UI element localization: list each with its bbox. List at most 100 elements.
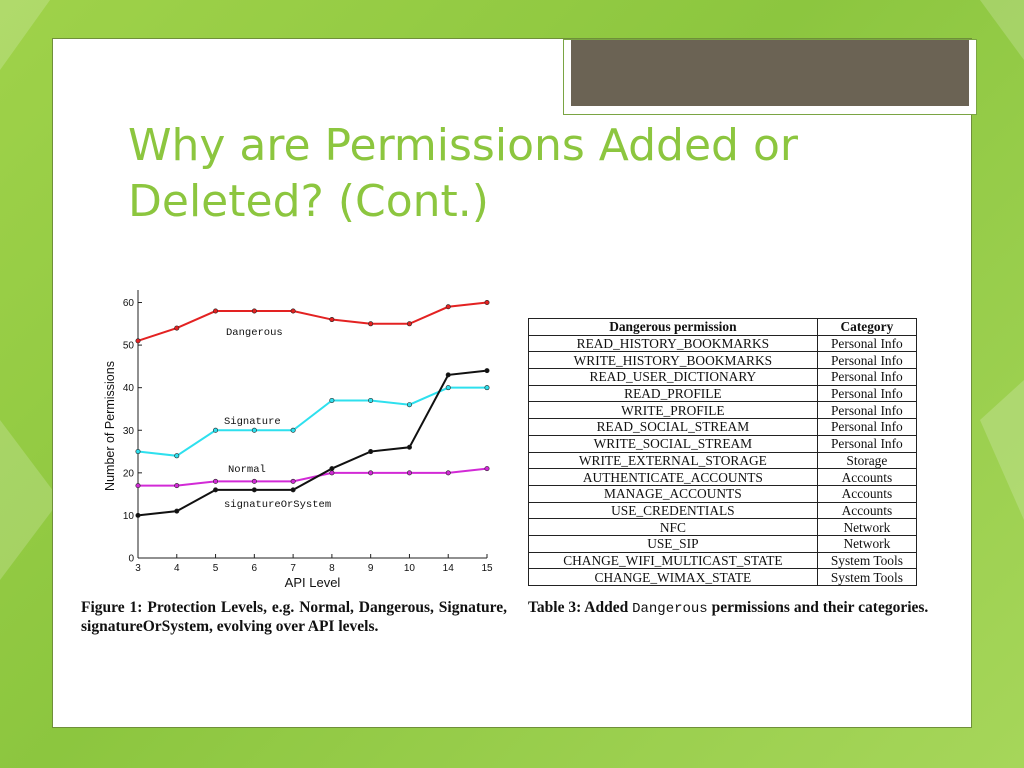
category-cell: System Tools [816,551,918,570]
data-point [290,478,296,484]
permission-cell: NFC [528,518,818,536]
table-caption-suffix: permissions and their categories. [711,599,929,616]
y-tick-label: 40 [123,383,135,394]
data-point [290,487,296,493]
table-header-category: Category [816,318,918,336]
table-row: USE_CREDENTIALS Accounts [528,501,918,520]
data-point [329,470,335,476]
data-point [135,449,141,455]
protection-levels-chart: 0 10 20 30 40 50 60 3 4 5 6 7 8 9 10 14 15 API Level Numbe… [100,290,510,595]
permission-cell: READ_SOCIAL_STREAM [528,418,818,436]
table-header-row: Dangerous permission Category [528,318,918,336]
data-point [213,308,219,314]
table-row: READ_SOCIAL_STREAM Personal Info [528,418,918,436]
x-tick-label: 15 [481,563,493,574]
permission-cell: USE_CREDENTIALS [528,501,818,520]
x-tick-label: 5 [213,563,219,574]
category-cell: Personal Info [816,368,918,386]
table-caption: Table 3: Added Dangerous permissions and… [528,598,956,619]
category-cell: Network [816,518,918,536]
permission-cell: WRITE_SOCIAL_STREAM [528,434,818,453]
table-header-permission: Dangerous permission [528,318,818,336]
table-body: READ_HISTORY_BOOKMARKS Personal Info WRITE… [528,334,918,586]
table-row: MANAGE_ACCOUNTS Accounts [528,484,918,503]
data-point [135,512,141,518]
x-tick-label: 3 [135,563,141,574]
table-row: WRITE_PROFILE Personal Info [528,401,918,420]
category-cell: Accounts [816,501,918,520]
x-tick-label: 9 [368,563,374,574]
series-line-Normal [138,467,488,487]
data-point [406,444,412,450]
data-point [445,304,451,310]
category-cell: Personal Info [816,418,918,436]
chart-svg: 0 10 20 30 40 50 60 3 4 5 6 7 8 9 10 14 15 API Level Numbe… [103,290,493,590]
series-line-Dangerous [137,301,488,342]
y-tick-label: 30 [123,426,135,437]
data-point [251,308,257,314]
table-row: WRITE_SOCIAL_STREAM Personal Info [528,434,918,453]
permission-cell: CHANGE_WIMAX_STATE [528,568,818,586]
data-point [135,338,141,344]
data-point [174,483,180,489]
data-point [251,427,257,433]
data-point [251,487,257,493]
category-cell: System Tools [816,568,918,586]
y-tick-label: 0 [128,554,134,565]
data-point [368,397,374,403]
permission-cell: CHANGE_WIFI_MULTICAST_STATE [528,551,818,570]
category-cell: Accounts [816,468,918,486]
figure-caption: Figure 1: Protection Levels, e.g. Normal… [81,599,507,635]
data-point [174,325,180,331]
x-axis-label: API Level [285,575,341,590]
y-tick-label: 50 [123,341,135,352]
table-row: AUTHENTICATE_ACCOUNTS Accounts [528,468,918,486]
table-row: CHANGE_WIMAX_STATE System Tools [528,568,918,586]
series-label-Normal: Normal [228,464,266,476]
series-label-Signature: Signature [224,416,281,428]
table-caption-mono: Dangerous [632,601,708,617]
category-cell: Personal Info [816,384,918,403]
data-point [445,385,451,391]
data-point [329,317,335,323]
table-row: WRITE_HISTORY_BOOKMARKS Personal Info [528,351,918,370]
table-row: USE_SIP Network [528,534,918,553]
data-point [484,385,490,391]
dangerous-permissions-table: Dangerous permission Category READ_HISTO… [528,318,918,586]
data-point [213,487,219,493]
data-point [213,427,219,433]
x-tick-label: 14 [443,563,455,574]
x-tick-label: 8 [329,563,335,574]
permission-cell: READ_USER_DICTIONARY [528,368,818,386]
x-tick-label: 4 [174,563,180,574]
permission-cell: WRITE_HISTORY_BOOKMARKS [528,351,818,370]
data-point [406,402,412,408]
table-row: NFC Network [528,518,918,536]
series-line-Signature [137,386,487,457]
permission-cell: WRITE_PROFILE [528,401,818,420]
header-tab-fill [571,40,969,106]
permission-cell: MANAGE_ACCOUNTS [528,484,818,503]
category-cell: Accounts [816,484,918,503]
series-line-signatureOrSystem [137,369,488,517]
data-point [290,427,296,433]
series-label-Dangerous: Dangerous [226,327,283,339]
category-cell: Personal Info [816,434,918,453]
permission-cell: READ_PROFILE [528,384,818,403]
slide-title: Why are Permissions Added or Deleted? (C… [128,120,798,227]
permission-cell: AUTHENTICATE_ACCOUNTS [528,468,818,486]
data-point [329,466,335,472]
data-point [406,321,412,327]
permission-cell: WRITE_EXTERNAL_STORAGE [528,451,818,470]
slide-panel [52,38,977,728]
data-point [329,397,335,403]
category-cell: Network [816,534,918,553]
category-cell: Personal Info [816,351,918,370]
data-point [213,478,219,484]
header-tab [563,39,977,115]
data-point [445,470,451,476]
data-point [445,372,451,378]
data-point [368,470,374,476]
data-point [484,368,490,374]
x-tick-label: 7 [290,563,296,574]
